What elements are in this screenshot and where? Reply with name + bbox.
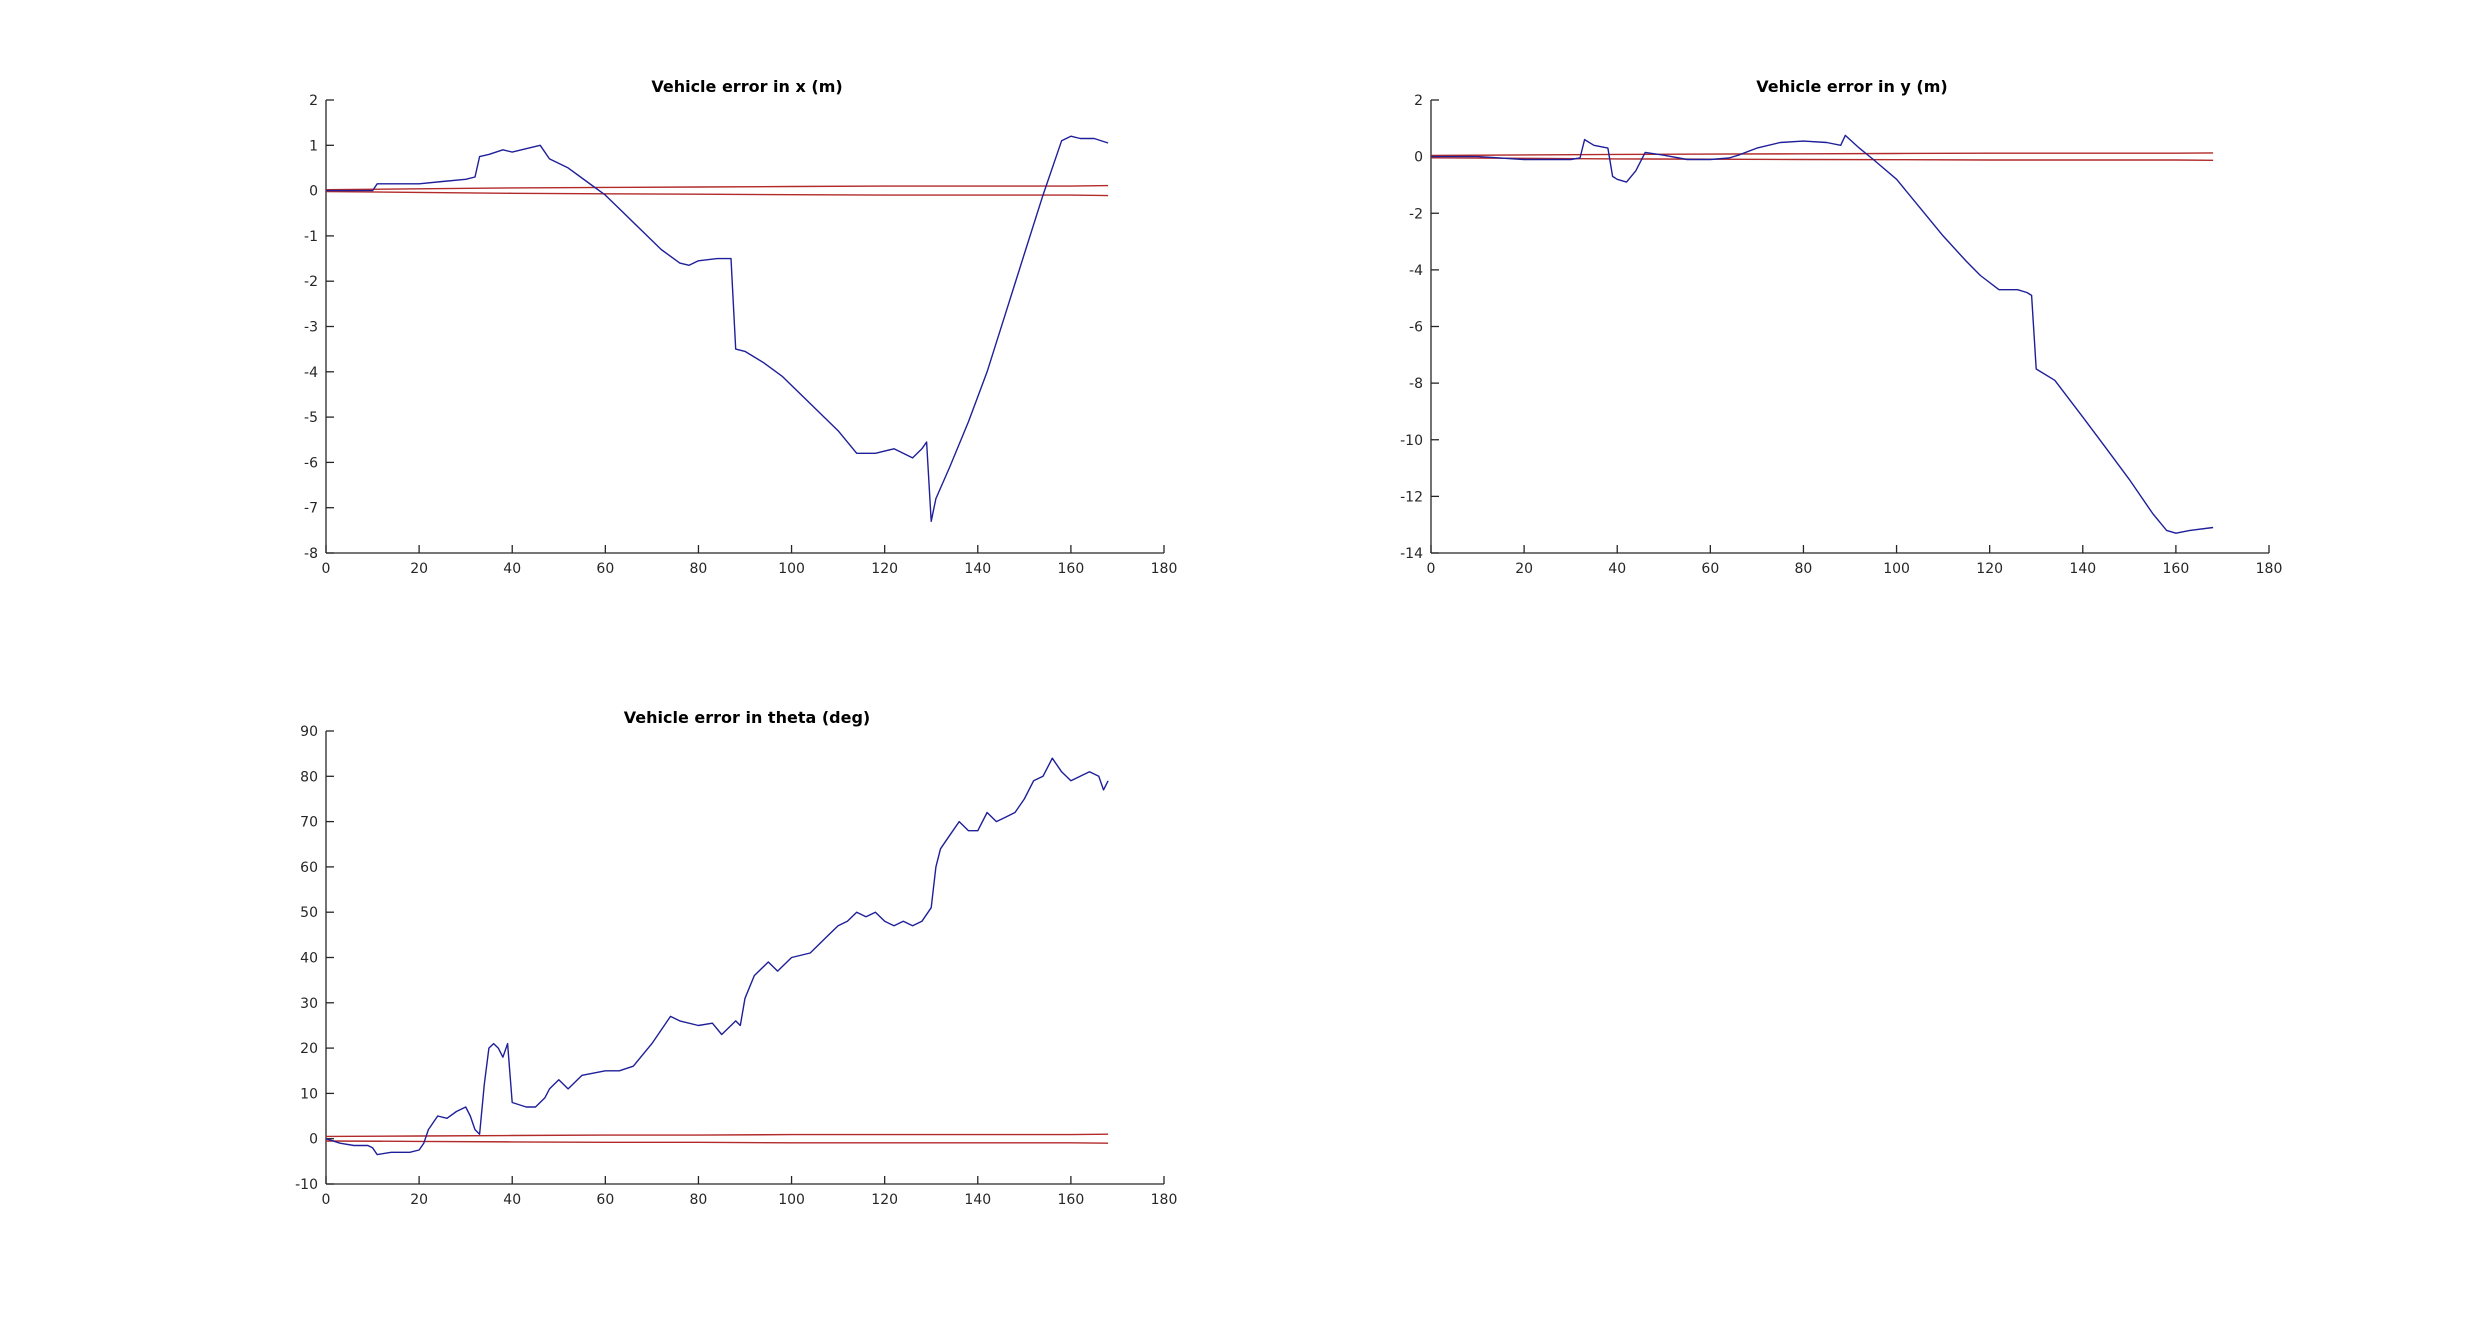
x-tick-label: 0 xyxy=(1427,561,1436,577)
chart-vehicle-error-y: Vehicle error in y (m) 0 20 40 60 80 100 120 14… xyxy=(1400,77,2282,577)
x-tick-label: 140 xyxy=(964,1192,991,1208)
y-tick-label: -1 xyxy=(304,229,318,245)
x-tick-label: 160 xyxy=(1058,1192,1085,1208)
y-tick-label: 80 xyxy=(300,769,318,785)
chart-title: Vehicle error in x (m) xyxy=(651,77,842,96)
y-tick-label: -3 xyxy=(304,320,318,336)
y-tick-label: -2 xyxy=(304,274,318,290)
axes: 0 20 40 60 80 100 120 140 160 180-100102030405060… xyxy=(295,724,1177,1208)
x-tick-label: 60 xyxy=(1701,561,1719,577)
y-tick-label: 90 xyxy=(300,724,318,740)
y-tick-label: -8 xyxy=(304,546,318,562)
x-tick-label: 20 xyxy=(1515,561,1533,577)
y-tick-label: 0 xyxy=(309,184,318,200)
y-tick-label: -6 xyxy=(1409,320,1423,336)
series-error-line xyxy=(1431,134,2214,534)
y-tick-label: -8 xyxy=(1409,376,1423,392)
y-tick-label: -7 xyxy=(304,501,318,517)
x-tick-label: 60 xyxy=(596,561,614,577)
chart-title: Vehicle error in y (m) xyxy=(1756,77,1947,96)
y-tick-label: 60 xyxy=(300,860,318,876)
series-bound-line xyxy=(325,1140,1109,1144)
y-tick-label: 30 xyxy=(300,996,318,1012)
chart-vehicle-error-theta: Vehicle error in theta (deg) 0 20 40 60 80 10… xyxy=(295,708,1177,1208)
series-group xyxy=(325,135,1109,522)
y-tick-label: 50 xyxy=(300,905,318,921)
y-tick-label: -10 xyxy=(1400,433,1423,449)
y-tick-label: -4 xyxy=(1409,263,1423,279)
y-tick-label: -14 xyxy=(1400,546,1423,562)
y-tick-label: -10 xyxy=(295,1177,318,1193)
x-tick-label: 180 xyxy=(1151,561,1178,577)
y-tick-label: 40 xyxy=(300,951,318,967)
x-tick-label: 140 xyxy=(2069,561,2096,577)
x-tick-label: 60 xyxy=(596,1192,614,1208)
x-tick-label: 80 xyxy=(690,1192,708,1208)
x-tick-label: 100 xyxy=(1883,561,1910,577)
x-tick-label: 120 xyxy=(1976,561,2003,577)
series-group xyxy=(325,757,1109,1156)
y-tick-label: 2 xyxy=(309,93,318,109)
x-tick-label: 100 xyxy=(778,561,805,577)
series-group xyxy=(1430,134,2214,534)
y-tick-label: 0 xyxy=(1414,150,1423,166)
series-error-line xyxy=(325,757,1109,1156)
x-tick-label: 160 xyxy=(1058,561,1085,577)
x-tick-label: 180 xyxy=(1151,1192,1178,1208)
y-tick-label: -12 xyxy=(1400,489,1423,505)
x-tick-label: 40 xyxy=(503,1192,521,1208)
y-tick-label: -6 xyxy=(304,455,318,471)
series-error-line xyxy=(326,135,1109,522)
x-tick-label: 0 xyxy=(322,561,331,577)
x-tick-label: 180 xyxy=(2256,561,2283,577)
x-tick-label: 0 xyxy=(322,1192,331,1208)
x-tick-label: 40 xyxy=(503,561,521,577)
series-bound-line xyxy=(1430,157,2214,161)
x-tick-label: 20 xyxy=(410,1192,428,1208)
x-tick-label: 140 xyxy=(964,561,991,577)
series-bound-line xyxy=(325,184,1109,191)
y-tick-label: 20 xyxy=(300,1041,318,1057)
y-tick-label: -5 xyxy=(304,410,318,426)
axes: 0 20 40 60 80 100 120 140 160 180-14-12-10-8-6-4-… xyxy=(1400,93,2282,577)
x-tick-label: 120 xyxy=(871,1192,898,1208)
x-tick-label: 100 xyxy=(778,1192,805,1208)
y-tick-label: 10 xyxy=(300,1086,318,1102)
y-tick-label: 70 xyxy=(300,815,318,831)
x-tick-label: 40 xyxy=(1608,561,1626,577)
y-tick-label: 2 xyxy=(1414,93,1423,109)
chart-title: Vehicle error in theta (deg) xyxy=(624,708,870,727)
x-tick-label: 20 xyxy=(410,561,428,577)
x-tick-label: 160 xyxy=(2163,561,2190,577)
y-tick-label: -2 xyxy=(1409,206,1423,222)
series-bound-line xyxy=(325,1133,1109,1138)
x-tick-label: 80 xyxy=(1795,561,1813,577)
x-tick-label: 80 xyxy=(690,561,708,577)
y-tick-label: 0 xyxy=(309,1132,318,1148)
series-bound-line xyxy=(1430,152,2214,157)
series-bound-line xyxy=(325,190,1109,197)
axes: 0 20 40 60 80 100 120 140 160 180-8-7-6-5-4-3-2-1… xyxy=(304,93,1177,577)
y-tick-label: 1 xyxy=(309,138,318,154)
x-tick-label: 120 xyxy=(871,561,898,577)
y-tick-label: -4 xyxy=(304,365,318,381)
chart-vehicle-error-x: Vehicle error in x (m) 0 20 40 60 80 100 120 14… xyxy=(304,77,1177,577)
